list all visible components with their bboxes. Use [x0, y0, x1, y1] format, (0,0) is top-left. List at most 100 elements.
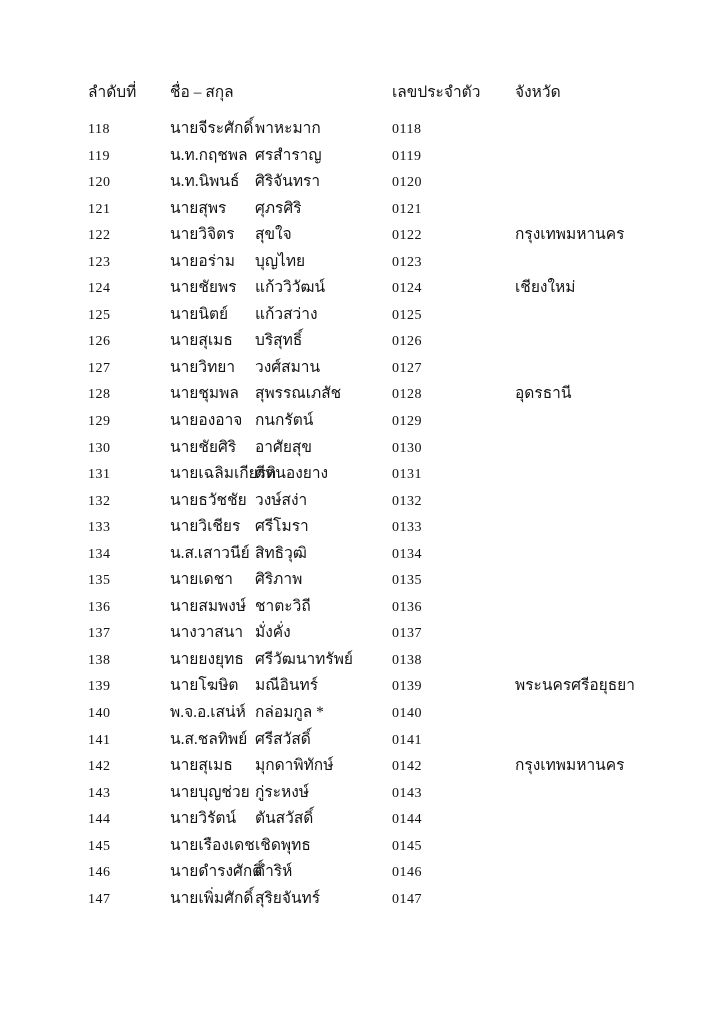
row-id: 0119 — [392, 148, 422, 164]
table-row: 118 นายจีระศักดิ์ พาหะมาก 0118 — [88, 116, 708, 143]
row-last-name: กู่ระหงษ์ — [255, 783, 310, 801]
table-row: 135 นายเดชา ศิริภาพ 0135 — [88, 567, 708, 594]
row-no: 130 — [88, 440, 111, 456]
row-first-name: นายองอาจ — [170, 412, 243, 430]
row-id: 0136 — [392, 599, 422, 615]
row-last-name: ชาตะวิถี — [255, 597, 311, 615]
row-last-name: วงศ์สมาน — [255, 358, 321, 376]
table-row: 136 นายสมพงษ์ ชาตะวิถี 0136 — [88, 594, 708, 621]
row-id: 0132 — [392, 493, 422, 509]
row-last-name: วงษ์สง่า — [255, 491, 308, 509]
row-no: 142 — [88, 759, 111, 775]
table-row: 142 นายสุเมธ มุกดาพิทักษ์ 0142 กรุงเทพมห… — [88, 753, 708, 780]
row-no: 127 — [88, 360, 111, 376]
row-first-name: น.ท.นิพนธ์ — [170, 173, 240, 191]
row-no: 137 — [88, 626, 111, 642]
row-id: 0133 — [392, 520, 422, 536]
row-id: 0121 — [392, 201, 422, 217]
row-last-name: แก้ววิวัฒน์ — [255, 279, 326, 297]
table-row: 123 นายอร่าม บุญไทย 0123 — [88, 249, 708, 276]
row-first-name: นายวิจิตร — [170, 226, 235, 244]
row-id: 0118 — [392, 122, 422, 137]
roster-table: ลำดับที่ ชื่อ – สกุล เลขประจำตัว จังหวัด… — [88, 82, 708, 912]
table-row: 127 นายวิทยา วงศ์สมาน 0127 — [88, 355, 708, 382]
row-last-name: สุพรรณเภสัช — [255, 385, 342, 403]
row-first-name: พ.จ.อ.เสน่ห์ — [170, 704, 246, 722]
row-id: 0126 — [392, 334, 422, 350]
row-province: กรุงเทพมหานคร — [515, 226, 625, 244]
row-first-name: นายธวัชชัย — [170, 491, 247, 509]
row-last-name: เชิดพุทธ — [255, 836, 311, 854]
row-first-name: นายสุเมธ — [170, 332, 233, 350]
row-first-name: นายวิรัตน์ — [170, 810, 237, 828]
row-province: อุดรธานี — [515, 385, 572, 403]
row-province: เชียงใหม่ — [515, 279, 576, 297]
row-first-name: นายวิทยา — [170, 358, 236, 376]
row-no: 119 — [88, 148, 110, 164]
row-id: 0127 — [392, 360, 422, 376]
table-row: 120 น.ท.นิพนธ์ ศิริจันทรา 0120 — [88, 169, 708, 196]
table-row: 147 นายเพิ่มศักดิ์ สุริยจันทร์ 0147 — [88, 886, 708, 913]
table-row: 140 พ.จ.อ.เสน่ห์ กล่อมกูล * 0140 — [88, 700, 708, 727]
row-no: 121 — [88, 201, 111, 217]
row-first-name: นายสมพงษ์ — [170, 597, 247, 615]
row-last-name: อาศัยสุข — [255, 438, 312, 456]
row-first-name: นายเพิ่มศักดิ์ — [170, 889, 254, 907]
row-first-name: นายบุญช่วย — [170, 783, 250, 801]
table-body: 118 นายจีระศักดิ์ พาหะมาก 0118 119 น.ท.ก… — [88, 116, 708, 912]
row-no: 136 — [88, 599, 111, 615]
row-first-name: นางวาสนา — [170, 624, 244, 642]
table-row: 141 น.ส.ชลทิพย์ ศรีสวัสดิ์ 0141 — [88, 727, 708, 754]
row-first-name: นายสุเมธ — [170, 757, 233, 775]
row-id: 0122 — [392, 228, 422, 244]
row-first-name: นายเรืองเดช — [170, 836, 255, 854]
row-id: 0142 — [392, 759, 422, 775]
row-last-name: ดีหนองยาง — [255, 465, 329, 483]
row-first-name: นายจีระศักดิ์ — [170, 120, 254, 137]
row-id: 0147 — [392, 891, 422, 907]
row-id: 0125 — [392, 307, 422, 323]
table-row: 130 นายชัยศิริ อาศัยสุข 0130 — [88, 435, 708, 462]
row-id: 0137 — [392, 626, 422, 642]
row-province: กรุงเทพมหานคร — [515, 757, 625, 775]
row-no: 129 — [88, 414, 111, 430]
row-last-name: ศรีโมรา — [255, 518, 309, 536]
row-first-name: นายเดชา — [170, 571, 233, 589]
table-row: 144 นายวิรัตน์ ตันสวัสดิ์ 0144 — [88, 806, 708, 833]
row-last-name: กนกรัตน์ — [255, 412, 314, 430]
table-row: 128 นายชุมพล สุพรรณเภสัช 0128 อุดรธานี — [88, 381, 708, 408]
row-last-name: ศิริภาพ — [255, 571, 303, 589]
table-row: 146 นายดำรงศักดิ์ ดำริห์ 0146 — [88, 859, 708, 886]
row-id: 0129 — [392, 414, 422, 430]
row-id: 0138 — [392, 652, 422, 668]
row-last-name: สุริยจันทร์ — [255, 889, 321, 907]
row-no: 138 — [88, 652, 111, 668]
table-header: ลำดับที่ ชื่อ – สกุล เลขประจำตัว จังหวัด — [88, 82, 708, 116]
column-header-name: ชื่อ – สกุล — [170, 84, 234, 101]
row-last-name: แก้วสว่าง — [255, 305, 318, 323]
row-id: 0135 — [392, 573, 422, 589]
row-last-name: บริสุทธิ์ — [255, 332, 303, 350]
row-no: 133 — [88, 520, 111, 536]
row-id: 0120 — [392, 175, 422, 191]
row-id: 0124 — [392, 281, 422, 297]
row-id: 0134 — [392, 546, 422, 562]
row-no: 140 — [88, 706, 111, 722]
row-last-name: ดำริห์ — [255, 863, 293, 881]
table-row: 139 นายโฆษิต มณีอินทร์ 0139 พระนครศรีอยุ… — [88, 673, 708, 700]
row-no: 123 — [88, 254, 111, 270]
row-last-name: ศุภรศิริ — [255, 199, 302, 217]
row-last-name: ตันสวัสดิ์ — [255, 810, 314, 828]
row-last-name: สิทธิวุฒิ — [255, 544, 307, 562]
row-id: 0139 — [392, 679, 422, 695]
row-id: 0146 — [392, 865, 422, 881]
row-first-name: นายยงยุทธ — [170, 650, 244, 668]
table-row: 145 นายเรืองเดช เชิดพุทธ 0145 — [88, 833, 708, 860]
column-header-province: จังหวัด — [515, 84, 561, 101]
row-first-name: นายสุพร — [170, 199, 227, 217]
row-last-name: ศรีวัฒนาทรัพย์ — [255, 650, 354, 668]
row-no: 120 — [88, 175, 111, 191]
row-no: 141 — [88, 732, 111, 748]
row-province: พระนครศรีอยุธยา — [515, 677, 635, 695]
row-first-name: น.ส.เสาวนีย์ — [170, 544, 250, 562]
